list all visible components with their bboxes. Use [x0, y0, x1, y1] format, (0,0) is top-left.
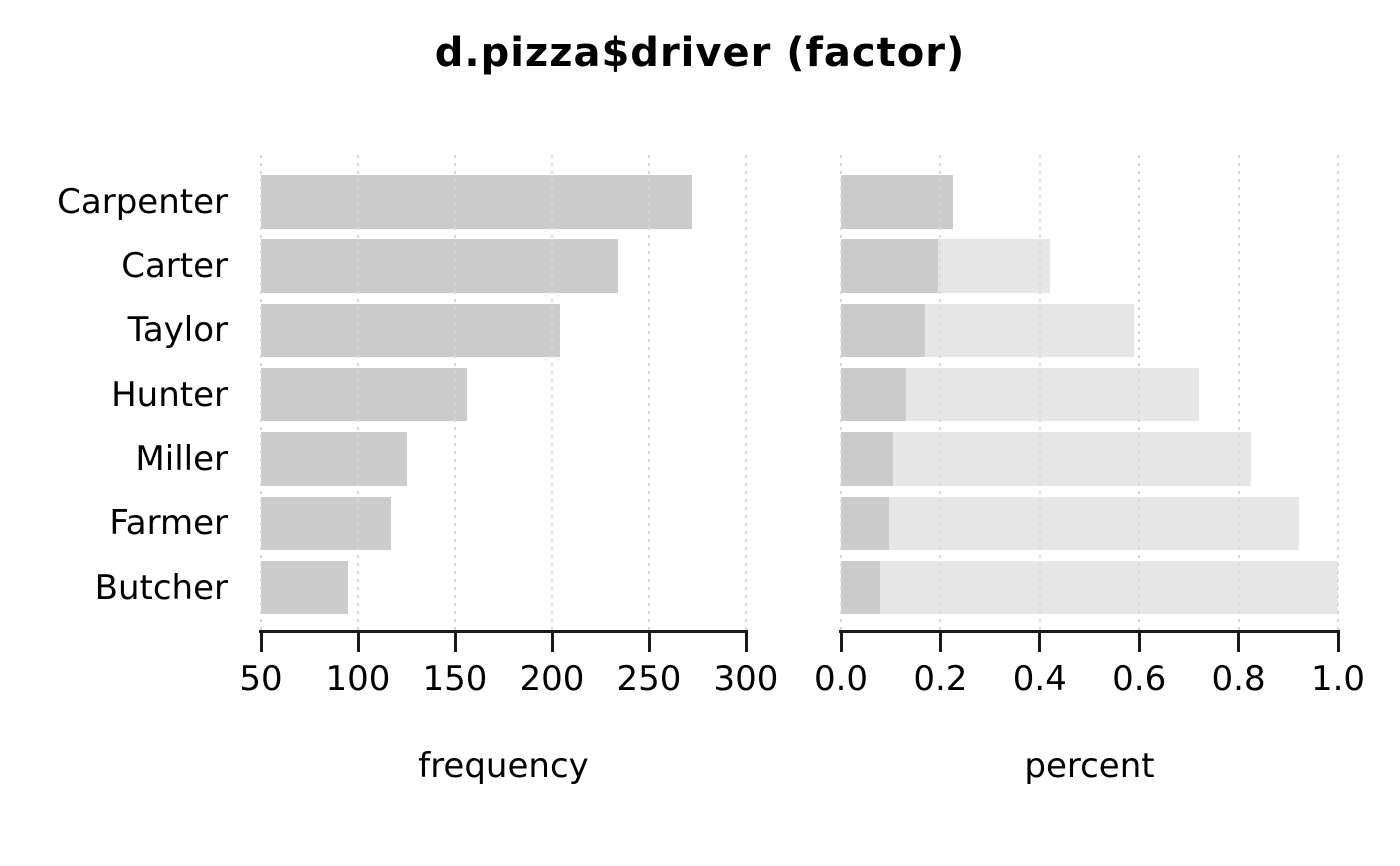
- x-tick-label: 0.0: [813, 659, 869, 699]
- chart-title: d.pizza$driver (factor): [434, 30, 966, 76]
- gridline: [939, 155, 942, 630]
- x-tick-label: 0.2: [913, 659, 968, 699]
- gridline: [648, 155, 650, 630]
- frequency-bar-farmer: [261, 496, 391, 550]
- frequency-panel: 50 100 150 200 250 300: [239, 155, 778, 699]
- cumulative-percent-bar-miller: [841, 432, 1251, 486]
- percent-bar-miller: [841, 432, 893, 486]
- percent-axis-title: percent: [1024, 746, 1155, 786]
- x-axis-tick: [839, 633, 843, 652]
- x-tick-label: 100: [325, 659, 391, 699]
- x-tick-label: 0.4: [1012, 659, 1067, 699]
- x-tick-label: 150: [422, 659, 488, 699]
- frequency-bar-taylor: [261, 303, 560, 358]
- category-label-hunter: Hunter: [111, 374, 228, 415]
- percent-bar-taylor: [841, 303, 926, 358]
- percent-bar-carter: [841, 239, 938, 293]
- x-tick-label: 300: [713, 659, 779, 699]
- gridline: [840, 155, 842, 630]
- x-tick-label: 1.0: [1310, 659, 1366, 699]
- frequency-bar-hunter: [261, 367, 467, 422]
- category-label-carpenter: Carpenter: [57, 181, 228, 222]
- category-label-butcher: Butcher: [94, 567, 228, 608]
- frequency-bar-butcher: [261, 560, 349, 615]
- gridline: [260, 155, 262, 630]
- x-tick-label: 200: [519, 659, 585, 699]
- category-label-carter: Carter: [121, 246, 228, 287]
- percent-bar-hunter: [841, 367, 906, 422]
- x-tick-label: 0.8: [1211, 659, 1266, 699]
- cumulative-percent-bar-farmer: [841, 496, 1299, 550]
- x-axis-tick: [1237, 633, 1241, 652]
- x-axis-tick: [1038, 633, 1042, 652]
- gridline: [745, 155, 747, 630]
- x-axis-line: [839, 630, 1340, 633]
- category-label-miller: Miller: [135, 438, 228, 479]
- x-axis-tick: [1336, 633, 1340, 652]
- gridline: [1038, 155, 1041, 630]
- frequency-bar-carter: [261, 239, 618, 293]
- percent-bar-carpenter: [841, 175, 954, 229]
- category-label-farmer: Farmer: [109, 503, 228, 544]
- percent-panel: 0.0 0.2 0.4 0.6 0.8 1.0: [814, 155, 1365, 699]
- x-axis-tick: [1137, 633, 1141, 652]
- category-label-taylor: Taylor: [127, 310, 228, 351]
- x-axis-tick: [744, 633, 748, 652]
- frequency-bar-miller: [261, 432, 407, 486]
- x-axis-tick: [259, 633, 263, 652]
- gridline: [357, 155, 359, 630]
- x-tick-label: 50: [239, 659, 283, 699]
- x-axis-tick: [453, 633, 457, 652]
- gridline: [1138, 155, 1141, 630]
- percent-bar-farmer: [841, 496, 890, 550]
- gridline: [1337, 155, 1339, 630]
- x-tick-label: 0.6: [1112, 659, 1167, 699]
- percent-bar-butcher: [841, 560, 881, 615]
- x-axis-tick: [550, 633, 554, 652]
- cumulative-percent-bar-butcher: [841, 560, 1338, 615]
- x-tick-label: 250: [616, 659, 682, 699]
- x-axis-line: [259, 630, 748, 633]
- x-axis-tick: [938, 633, 942, 652]
- frequency-axis-title: frequency: [418, 746, 589, 786]
- frequency-bar-carpenter: [261, 175, 692, 229]
- gridline: [551, 155, 553, 630]
- x-axis-tick: [356, 633, 360, 652]
- x-axis-tick: [647, 633, 651, 652]
- gridline: [1237, 155, 1240, 630]
- gridline: [454, 155, 456, 630]
